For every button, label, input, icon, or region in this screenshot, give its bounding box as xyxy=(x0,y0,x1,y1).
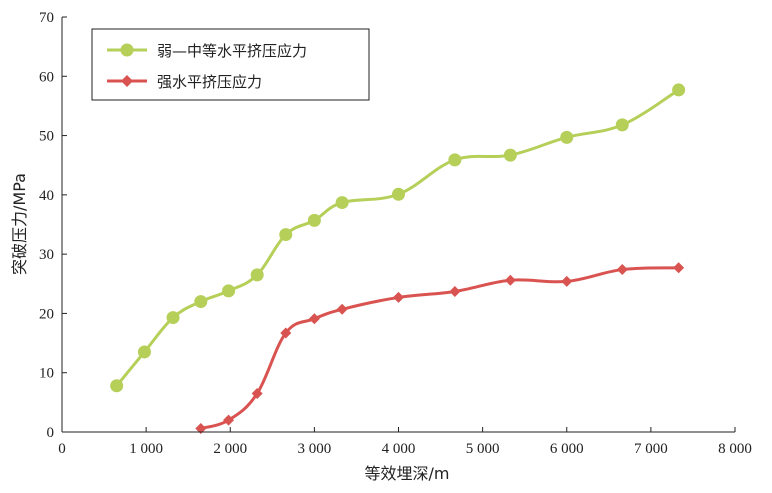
legend-marker-0 xyxy=(120,43,134,57)
data-point xyxy=(392,187,405,201)
data-point xyxy=(308,313,320,325)
x-axis-title: 等效埋深/m xyxy=(365,464,450,483)
data-point xyxy=(504,274,516,286)
data-point xyxy=(222,284,236,298)
data-point xyxy=(448,153,462,167)
data-point xyxy=(279,228,293,242)
data-point xyxy=(251,387,263,399)
data-point xyxy=(449,285,461,297)
legend-marker-1 xyxy=(121,75,133,87)
data-point xyxy=(336,303,348,315)
y-tick-label: 20 xyxy=(39,306,54,322)
legend-label-0: 弱—中等水平挤压应力 xyxy=(157,42,307,60)
data-point xyxy=(561,275,573,287)
series-1 xyxy=(195,262,685,434)
axes-layer: 0 1 000 2 000 3 000 4 000 5 000 6 000 7 000 8 00… xyxy=(39,10,752,457)
data-point xyxy=(503,148,517,162)
series-layer xyxy=(110,83,686,434)
x-tick-label: 2 000 xyxy=(213,441,247,457)
data-point xyxy=(616,264,628,276)
data-point xyxy=(137,345,151,359)
y-tick-label: 70 xyxy=(39,10,54,26)
data-point xyxy=(393,291,404,303)
x-tick-label: 3 000 xyxy=(298,441,332,457)
x-tick-label: 8 000 xyxy=(718,441,752,457)
series-0 xyxy=(110,83,686,393)
data-point xyxy=(250,268,264,282)
data-point xyxy=(672,83,686,97)
y-tick-label: 40 xyxy=(39,188,54,204)
legend-box xyxy=(91,28,370,101)
y-tick-label: 30 xyxy=(39,247,54,263)
series-line xyxy=(115,88,680,387)
data-point xyxy=(195,422,207,434)
x-tick-label: 4 000 xyxy=(382,441,416,457)
data-point xyxy=(223,414,235,426)
x-tick-label: 6 000 xyxy=(550,441,584,457)
y-tick-label: 10 xyxy=(39,366,54,382)
x-tick-label: 7 000 xyxy=(634,441,668,457)
data-point xyxy=(560,130,574,144)
legend-label-1: 强水平挤压应力 xyxy=(157,73,262,91)
x-tick-label: 5 000 xyxy=(466,441,500,457)
data-point xyxy=(335,196,349,210)
data-point xyxy=(615,118,629,132)
y-axis-title: 突破压力/MPa xyxy=(10,173,29,275)
y-tick-label: 60 xyxy=(39,69,54,85)
legend: 弱—中等水平挤压应力 强水平挤压应力 xyxy=(91,28,370,101)
data-point xyxy=(307,213,321,227)
data-point xyxy=(166,311,180,325)
y-tick-label: 50 xyxy=(39,129,54,145)
y-tick-label: 0 xyxy=(47,425,55,441)
x-tick-label: 1 000 xyxy=(129,441,163,457)
data-point xyxy=(673,262,685,274)
x-tick-label: 0 xyxy=(58,441,66,457)
data-point xyxy=(280,327,292,339)
series-line xyxy=(200,266,679,430)
data-point xyxy=(194,295,208,309)
data-point xyxy=(110,379,124,393)
